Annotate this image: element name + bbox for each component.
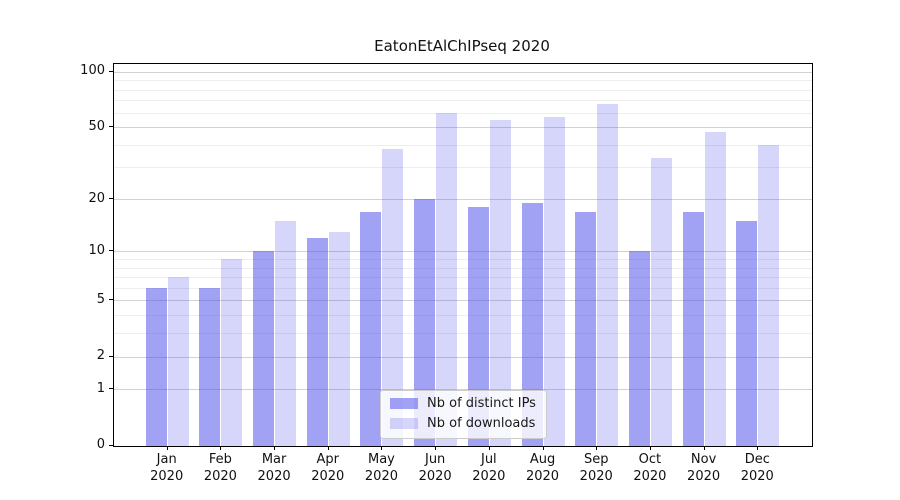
x-tick-month: Jul [480,451,497,467]
legend-label-distinct-ips: Nb of distinct IPs [427,395,536,411]
x-tick-month: Aug [529,451,556,467]
plot-area: Nb of distinct IPs Nb of downloads [113,62,813,447]
legend-label-downloads: Nb of downloads [427,415,536,431]
bar-downloads-jun [436,112,458,446]
legend-swatch-distinct-ips-icon [390,398,418,409]
bar-distinct-ips-sep [575,211,597,446]
gridline-major-10 [114,251,812,253]
bar-distinct-ips-nov [682,211,704,446]
x-tick-year: 2020 [257,468,291,484]
x-tick-year: 2020 [203,468,237,484]
bar-downloads-apr [328,231,350,446]
x-tick-month: Nov [690,451,717,467]
bar-distinct-ips-jan [145,287,167,446]
x-tick-label-dec: Dec 2020 [729,451,785,485]
y-tick-label-0: 0 [96,437,105,452]
x-tick-month: Dec [744,451,770,467]
x-tick-label-jul: Jul 2020 [461,451,517,485]
x-tick-label-feb: Feb 2020 [192,451,248,485]
x-tick-year: 2020 [579,468,613,484]
y-tick-label-50: 50 [88,118,105,134]
y-tick-label-5: 5 [96,291,105,307]
x-tick-year: 2020 [418,468,452,484]
x-tick-label-mar: Mar 2020 [246,451,302,485]
legend-item-distinct-ips: Nb of distinct IPs [390,395,536,411]
bar-distinct-ips-jul [467,207,489,446]
gridline-major-2 [114,356,812,358]
legend-item-downloads: Nb of downloads [390,415,536,431]
x-tick-label-jan: Jan 2020 [139,451,195,485]
x-tick-year: 2020 [472,468,506,484]
x-tick-year: 2020 [311,468,345,484]
gridline-major-20 [114,199,812,201]
y-tick-label-100: 100 [80,63,105,79]
x-tick-year: 2020 [687,468,721,484]
x-tick-label-jun: Jun 2020 [407,451,463,485]
legend-swatch-downloads-icon [390,418,418,429]
x-tick-label-oct: Oct 2020 [622,451,678,485]
bar-distinct-ips-may [360,211,382,446]
x-tick-year: 2020 [364,468,398,484]
gridline-major-100 [114,71,812,73]
gridline-minor-3 [114,333,812,335]
bar-downloads-dec [758,144,780,446]
bar-distinct-ips-aug [521,202,543,446]
bar-distinct-ips-dec [736,221,758,446]
x-tick-year: 2020 [150,468,184,484]
bar-distinct-ips-jun [414,199,436,446]
x-tick-month: Apr [316,451,340,467]
bar-downloads-oct [650,157,672,446]
gridline-minor-60 [114,112,812,114]
bars-layer [114,64,812,446]
bar-downloads-mar [275,221,297,446]
gridline-minor-80 [114,89,812,91]
x-tick-month: May [368,451,395,467]
gridline-minor-4 [114,315,812,317]
x-tick-month: Mar [261,451,287,467]
bar-distinct-ips-oct [628,251,650,446]
bar-downloads-may [382,148,404,446]
gridline-minor-7 [114,277,812,279]
x-tick-label-may: May 2020 [353,451,409,485]
x-tick-label-apr: Apr 2020 [300,451,356,485]
gridline-major-50 [114,127,812,129]
x-tick-month: Oct [638,451,662,467]
bar-downloads-jan [167,277,189,446]
gridline-minor-90 [114,80,812,82]
gridline-minor-8 [114,267,812,269]
x-tick-year: 2020 [633,468,667,484]
x-tick-month: Jan [156,451,177,467]
x-tick-label-sep: Sep 2020 [568,451,624,485]
y-tick-label-2: 2 [96,348,105,364]
bar-distinct-ips-apr [306,237,328,446]
bar-downloads-jul [489,119,511,446]
x-tick-year: 2020 [740,468,774,484]
y-tick-label-10: 10 [88,242,105,258]
y-tick-label-20: 20 [88,190,105,206]
bar-distinct-ips-feb [199,287,221,446]
gridline-minor-30 [114,167,812,169]
chart-title: EatonEtAlChIPseq 2020 [374,37,550,55]
bar-downloads-nov [704,132,726,446]
gridline-minor-9 [114,259,812,261]
x-tick-label-aug: Aug 2020 [515,451,571,485]
gridline-minor-6 [114,287,812,289]
bar-distinct-ips-mar [253,251,275,446]
legend: Nb of distinct IPs Nb of downloads [380,389,547,439]
x-tick-year: 2020 [525,468,560,484]
y-tick-label-1: 1 [96,380,105,396]
x-tick-month: Jun [424,451,446,467]
bar-downloads-aug [543,116,565,446]
gridline-minor-40 [114,144,812,146]
x-tick-month: Feb [208,451,232,467]
x-tick-label-nov: Nov 2020 [676,451,732,485]
bar-downloads-feb [221,259,243,446]
bar-downloads-sep [597,103,619,446]
gridline-major-5 [114,300,812,302]
x-tick-month: Sep [583,451,609,467]
gridline-minor-70 [114,100,812,102]
